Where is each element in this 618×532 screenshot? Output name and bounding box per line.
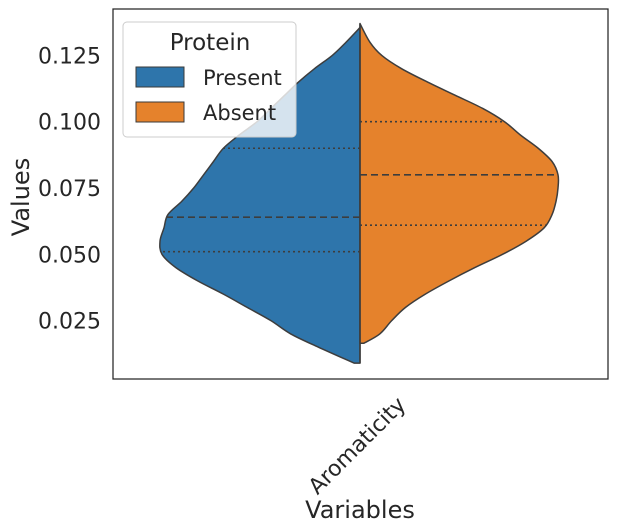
plot-frame bbox=[112, 8, 609, 380]
legend-swatch-present bbox=[135, 66, 185, 88]
y-axis-ticks: 0.025 0.050 0.075 0.100 0.125 bbox=[38, 44, 101, 334]
legend-label-absent: Absent bbox=[203, 101, 276, 125]
violin-present bbox=[159, 26, 361, 364]
violin-absent bbox=[359, 22, 560, 344]
y-tick-label: 0.025 bbox=[38, 310, 101, 335]
x-axis-ticks: Aromaticity bbox=[304, 393, 411, 500]
x-axis-title: Variables bbox=[305, 496, 415, 524]
quartile-lines bbox=[161, 120, 558, 253]
legend-title: Protein bbox=[170, 30, 251, 56]
y-axis-title: Values bbox=[7, 158, 35, 236]
legend-swatch-absent bbox=[135, 101, 185, 123]
y-tick-label: 0.125 bbox=[38, 44, 101, 69]
legend-label-present: Present bbox=[203, 66, 282, 90]
y-tick-label: 0.050 bbox=[38, 243, 101, 268]
x-tick-label: Aromaticity bbox=[304, 393, 411, 500]
y-tick-label: 0.075 bbox=[38, 177, 101, 202]
legend: Protein Present Absent bbox=[122, 21, 297, 138]
violin-bodies bbox=[159, 22, 560, 364]
y-tick-label: 0.100 bbox=[38, 111, 101, 136]
